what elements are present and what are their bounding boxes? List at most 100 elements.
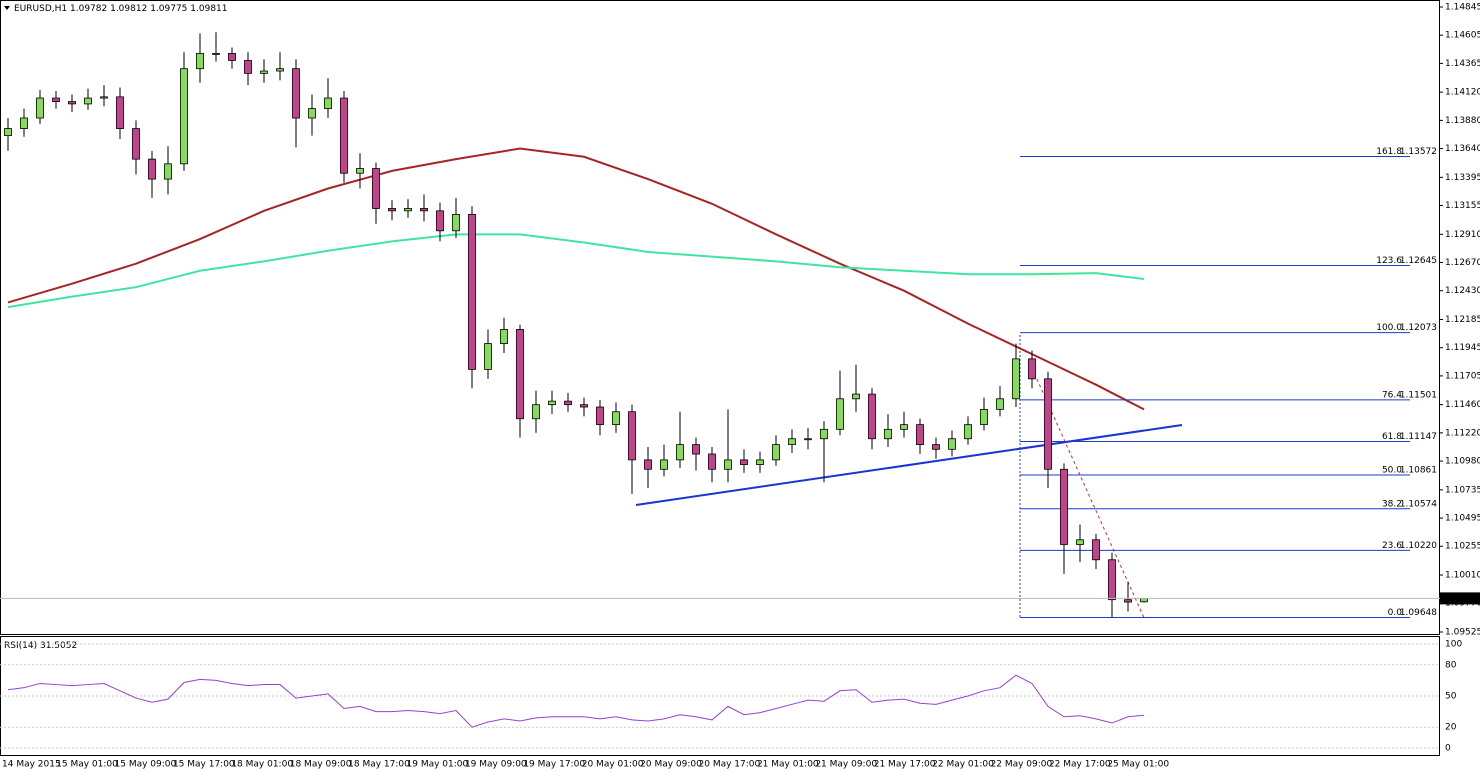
y-tick-label: 1.12910 (1445, 230, 1480, 240)
y-tick-label: 0 (1445, 743, 1451, 753)
candle-body (1060, 468, 1068, 545)
candle-body (484, 343, 492, 370)
fib-price: 1.10220 (1400, 541, 1437, 551)
x-tick-label: 21 May 09:00 (815, 760, 877, 770)
candle-body (548, 400, 556, 406)
candle-body (260, 70, 268, 74)
candle-body (324, 97, 332, 110)
fib-ratio: 76.4 (1382, 390, 1402, 400)
candle-body (836, 398, 844, 430)
rsi-header: RSI(14) 31.5052 (4, 641, 77, 651)
x-tick-label: 18 May 01:00 (231, 760, 293, 770)
x-tick-label: 22 May 09:00 (991, 760, 1053, 770)
y-tick-label: 1.14845 (1445, 2, 1480, 12)
candle-body (884, 428, 892, 440)
symbol-header: EURUSD,H1 1.09782 1.09812 1.09775 1.0981… (14, 4, 228, 14)
y-tick-label: 1.12670 (1445, 258, 1480, 268)
fib-ratio: 161.8 (1376, 147, 1402, 157)
candle-body (580, 404, 588, 408)
y-tick-label: 1.12430 (1445, 286, 1480, 296)
candle-body (244, 60, 252, 74)
candle-body (852, 393, 860, 400)
candle-body (164, 163, 172, 180)
candle-body (644, 459, 652, 470)
candle-body (308, 108, 316, 119)
y-tick-label: 1.11220 (1445, 428, 1480, 438)
candle-body (372, 168, 380, 209)
candle-body (660, 459, 668, 470)
candle-body (948, 438, 956, 450)
fib-ratio: 100.0 (1376, 323, 1402, 333)
candle-body (180, 68, 188, 165)
candle-body (404, 208, 412, 212)
candle-body (100, 96, 108, 99)
candle-body (1044, 378, 1052, 470)
x-tick-label: 22 May 01:00 (932, 760, 994, 770)
x-tick-label: 19 May 17:00 (523, 760, 585, 770)
fib-price: 1.10861 (1400, 466, 1437, 476)
candle-body (388, 208, 396, 212)
candle-body (68, 101, 76, 105)
y-tick-label: 1.10255 (1445, 542, 1480, 552)
rsi-title: RSI(14) (4, 641, 37, 651)
fib-price: 1.12073 (1400, 323, 1437, 333)
moving-average (7, 233, 1145, 309)
candle-body (596, 406, 604, 426)
x-tick-label: 20 May 09:00 (640, 760, 702, 770)
candle-body (820, 428, 828, 440)
y-tick-label: 1.11705 (1445, 371, 1480, 381)
fib-price: 1.12645 (1400, 256, 1437, 266)
candle-body (228, 52, 236, 61)
x-tick-label: 25 May 01:00 (1107, 760, 1169, 770)
fib-ratio: 50.0 (1382, 466, 1402, 476)
last-price-label: 1.09811 (1444, 594, 1480, 604)
candle-body (500, 329, 508, 344)
candle-body (612, 411, 620, 426)
candle-body (804, 438, 812, 441)
candle-body (740, 459, 748, 465)
candle-body (436, 210, 444, 232)
candle-body (724, 459, 732, 470)
y-tick-label: 1.13880 (1445, 116, 1480, 126)
fib-ratio: 38.2 (1382, 499, 1402, 509)
candle-body (692, 444, 700, 455)
high: 1.09812 (110, 4, 147, 14)
candle-body (212, 52, 220, 55)
candle-body (36, 97, 44, 119)
candle-body (1028, 358, 1036, 380)
candle-body (1012, 358, 1020, 400)
y-tick-label: 1.14605 (1445, 31, 1480, 41)
menu-triangle[interactable] (4, 6, 10, 10)
candle-body (132, 128, 140, 160)
x-tick-label: 19 May 09:00 (465, 760, 527, 770)
candle-body (996, 398, 1004, 410)
fib-price: 1.13572 (1400, 147, 1437, 157)
x-tick-label: 15 May 17:00 (173, 760, 235, 770)
candle-body (148, 158, 156, 180)
y-tick-label: 1.10980 (1445, 457, 1480, 467)
close: 1.09811 (190, 4, 227, 14)
candle-body (20, 117, 28, 129)
candle-body (84, 97, 92, 105)
candle-body (676, 444, 684, 461)
symbol: EURUSD,H1 (14, 4, 67, 14)
candle-body (420, 208, 428, 212)
fib-price: 1.11147 (1400, 432, 1437, 442)
candle-body (292, 68, 300, 119)
candle-body (1076, 539, 1084, 545)
trend-line (635, 424, 1183, 506)
candle-body (196, 52, 204, 70)
y-tick-label: 100 (1445, 640, 1462, 650)
x-tick-label: 20 May 01:00 (582, 760, 644, 770)
y-tick-label: 1.12185 (1445, 315, 1480, 325)
candle-body (516, 329, 524, 420)
fib-price: 1.09648 (1400, 608, 1437, 618)
low: 1.09775 (150, 4, 187, 14)
candle-body (788, 438, 796, 446)
candle-body (468, 213, 476, 370)
candle-body (932, 444, 940, 450)
candle-body (964, 424, 972, 440)
open: 1.09782 (70, 4, 107, 14)
rsi-line (7, 674, 1145, 728)
fib-ratio: 61.8 (1382, 432, 1402, 442)
